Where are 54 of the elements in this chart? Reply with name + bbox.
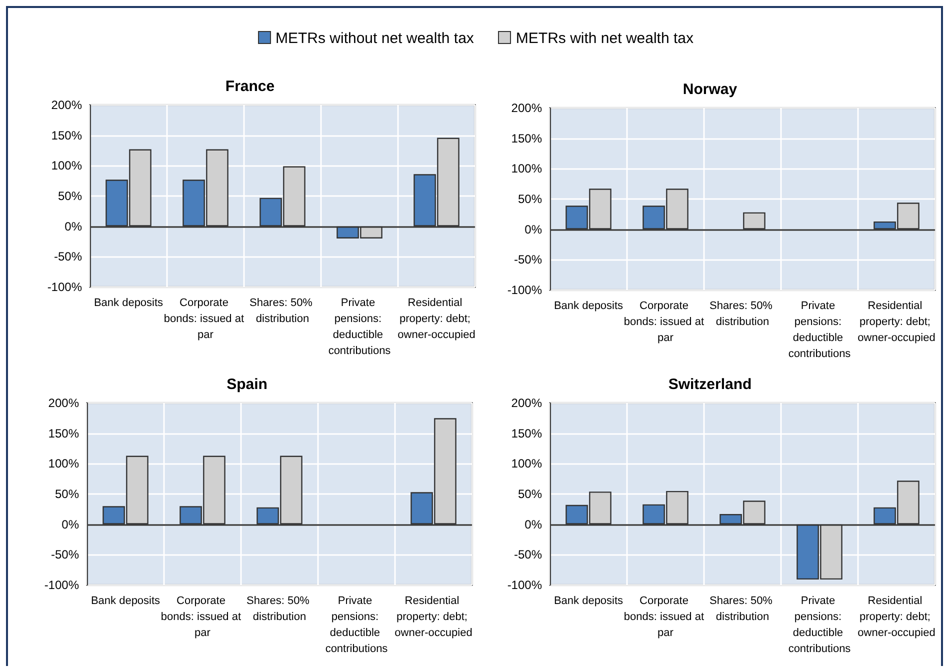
chart-title: Switzerland: [668, 376, 752, 393]
x-tick-label: Bank deposits: [554, 300, 624, 312]
y-tick-label: -100%: [47, 280, 82, 294]
y-tick-label: 150%: [511, 131, 542, 146]
x-tick-label: Private pensions: deductible contributions: [788, 595, 852, 655]
x-tick-label: Shares: 50% distribution: [709, 595, 776, 623]
x-tick-label: Residential property: debt; owner-occupied: [858, 595, 936, 639]
y-tick-label: 100%: [51, 158, 82, 173]
x-tick-label: Private pensions: deductible contributions: [328, 297, 392, 357]
y-tick-label: 0%: [524, 222, 542, 236]
legend-label: METRs without net wealth tax: [274, 30, 474, 47]
y-tick-label: 150%: [51, 128, 82, 142]
y-tick-label: 50%: [518, 487, 542, 501]
y-tick-label: -50%: [50, 548, 80, 562]
x-tick-label: Corporate bonds: issued at par: [164, 297, 248, 341]
y-tick-label: -50%: [514, 548, 542, 562]
y-tick-label: 0%: [62, 517, 80, 532]
y-tick-label: 50%: [54, 487, 80, 501]
y-tick-label: 50%: [518, 192, 542, 206]
y-tick-label: -100%: [44, 578, 80, 592]
y-tick-label: 100%: [48, 456, 80, 471]
y-tick-label: 200%: [511, 396, 542, 410]
y-tick-label: -50%: [54, 250, 82, 264]
chart-title: Spain: [226, 376, 268, 393]
y-tick-label: -50%: [514, 252, 542, 267]
x-tick-label: Private pensions: deductible contributions: [788, 300, 852, 360]
y-tick-label: 100%: [511, 162, 542, 176]
x-tick-label: Residential property: debt; owner-occupied: [858, 300, 936, 344]
x-tick-label: Residential property: debt; owner-occupied: [394, 595, 472, 639]
chart-title: France: [225, 78, 275, 95]
y-tick-label: 200%: [48, 396, 80, 410]
y-tick-label: 150%: [48, 426, 80, 440]
x-tick-label: Corporate bonds: issued at par: [624, 300, 708, 344]
y-tick-label: 150%: [511, 426, 542, 440]
y-tick-label: 200%: [51, 98, 82, 112]
y-tick-label: 100%: [511, 456, 542, 471]
chart-title: Norway: [682, 81, 738, 98]
x-tick-label: Residential property: debt; owner-occupied: [398, 297, 476, 341]
x-tick-label: Bank deposits: [554, 595, 624, 607]
y-tick-label: 0%: [64, 219, 82, 234]
x-tick-label: Shares: 50% distribution: [709, 300, 776, 328]
y-tick-label: -100%: [507, 578, 542, 592]
x-tick-label: Bank deposits: [94, 297, 164, 309]
y-tick-label: 0%: [524, 517, 542, 532]
x-tick-label: Corporate bonds: issued at par: [160, 595, 244, 639]
legend-label: METRs with net wealth tax: [514, 30, 694, 47]
x-tick-label: Private pensions: deductible contributions: [325, 595, 388, 655]
x-tick-label: Shares: 50% distribution: [249, 297, 316, 325]
x-tick-label: Shares: 50% distribution: [246, 595, 313, 623]
y-tick-label: 200%: [511, 101, 542, 115]
x-tick-label: Corporate bonds: issued at par: [624, 595, 708, 639]
y-tick-label: -100%: [507, 283, 542, 297]
x-tick-label: Bank deposits: [90, 595, 161, 607]
y-tick-label: 50%: [58, 189, 82, 203]
